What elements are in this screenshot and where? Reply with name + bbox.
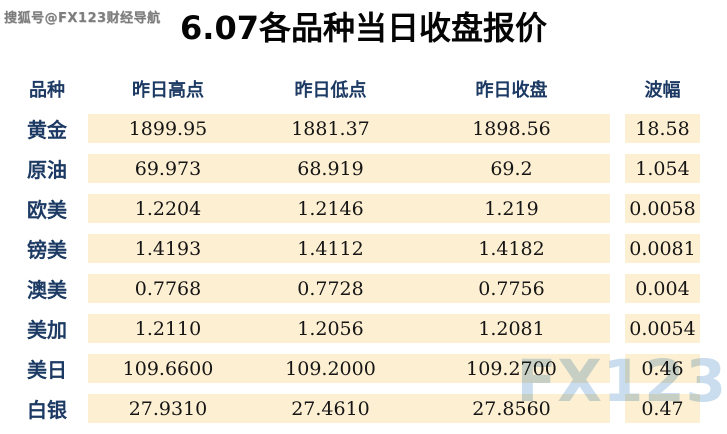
product-name: 美日	[27, 358, 67, 382]
column-header-range: 波幅	[610, 75, 700, 103]
cell-high: 109.6600	[88, 354, 248, 383]
cell-high: 27.9310	[88, 394, 248, 423]
table-row: 美加 1.2110 1.2056 1.2081 0.0054	[6, 314, 700, 343]
product-name: 黄金	[27, 118, 67, 142]
cell-close: 27.8560	[413, 394, 610, 423]
cell-range: 1.054	[610, 154, 700, 183]
cell-range: 0.0054	[610, 314, 700, 343]
cell-range: 0.46	[610, 354, 700, 383]
cell-high: 1.4193	[88, 234, 248, 263]
cell-close: 0.7756	[413, 274, 610, 303]
cell-close: 69.2	[413, 154, 610, 183]
table-row: 澳美 0.7768 0.7728 0.7756 0.004	[6, 274, 700, 303]
table-row: 美日 109.6600 109.2000 109.2700 0.46	[6, 354, 700, 383]
table-header-row: 品种 昨日高点 昨日低点 昨日收盘 波幅	[6, 75, 700, 103]
cell-range: 0.47	[610, 394, 700, 423]
column-header-low: 昨日低点	[294, 80, 367, 101]
cell-high: 0.7768	[88, 274, 248, 303]
cell-high: 1899.95	[88, 114, 248, 143]
cell-close: 109.2700	[413, 354, 610, 383]
cell-low: 1.4112	[248, 234, 413, 263]
column-header-close: 昨日收盘	[475, 80, 548, 101]
table-row: 黄金 1899.95 1881.37 1898.56 18.58	[6, 114, 700, 143]
product-name: 澳美	[27, 278, 67, 302]
cell-close: 1.2081	[413, 314, 610, 343]
cell-low: 109.2000	[248, 354, 413, 383]
cell-low: 0.7728	[248, 274, 413, 303]
cell-high: 69.973	[88, 154, 248, 183]
cell-low: 1.2056	[248, 314, 413, 343]
cell-low: 1.2146	[248, 194, 413, 223]
table-row: 原油 69.973 68.919 69.2 1.054	[6, 154, 700, 183]
cell-range: 18.58	[610, 114, 700, 143]
column-header-product: 品种	[29, 80, 65, 101]
table-row: 欧美 1.2204 1.2146 1.219 0.0058	[6, 194, 700, 223]
product-name: 白银	[27, 398, 67, 422]
product-name: 欧美	[27, 198, 67, 222]
cell-close: 1.4182	[413, 234, 610, 263]
cell-range: 0.0058	[610, 194, 700, 223]
column-header-high: 昨日高点	[132, 80, 204, 101]
product-name: 镑美	[27, 238, 67, 262]
page-title: 6.07各品种当日收盘报价	[180, 9, 547, 47]
cell-range: 0.0081	[610, 234, 700, 263]
cell-high: 1.2110	[88, 314, 248, 343]
cell-close: 1.219	[413, 194, 610, 223]
cell-low: 68.919	[248, 154, 413, 183]
product-name: 原油	[27, 158, 67, 182]
cell-range: 0.004	[610, 274, 700, 303]
cell-high: 1.2204	[88, 194, 248, 223]
sohu-account-watermark: 搜狐号@FX123财经导航	[4, 11, 161, 26]
product-name: 美加	[27, 318, 67, 342]
table-row: 白银 27.9310 27.4610 27.8560 0.47	[6, 394, 700, 423]
cell-low: 1881.37	[248, 114, 413, 143]
quotes-table: 品种 昨日高点 昨日低点 昨日收盘 波幅 黄金 1899.95 1881.37 …	[6, 64, 700, 434]
table-row: 镑美 1.4193 1.4112 1.4182 0.0081	[6, 234, 700, 263]
cell-close: 1898.56	[413, 114, 610, 143]
cell-low: 27.4610	[248, 394, 413, 423]
